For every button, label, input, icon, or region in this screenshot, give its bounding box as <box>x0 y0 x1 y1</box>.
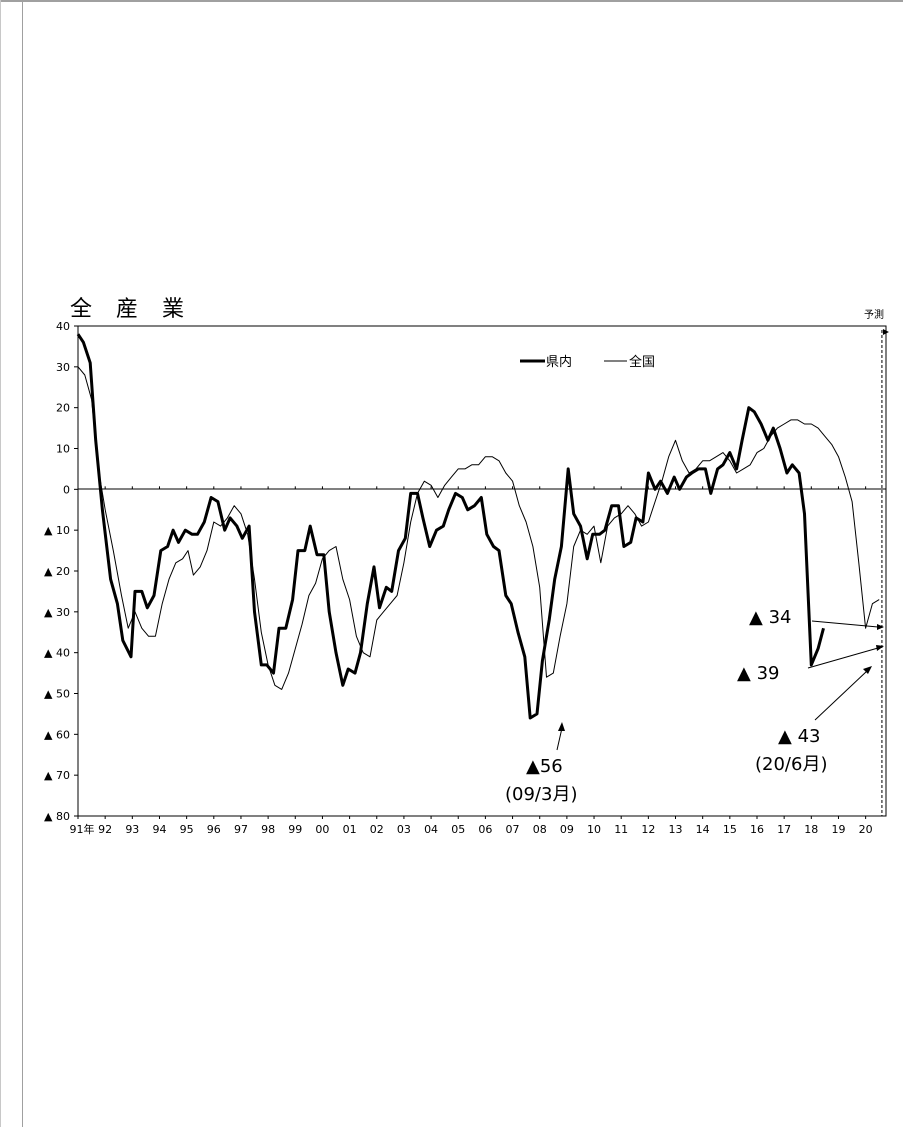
x-tick-label: 17 <box>777 823 791 836</box>
window-left-border <box>22 0 23 1127</box>
x-tick-label: 97 <box>234 823 248 836</box>
window-left-edge <box>0 0 1 1127</box>
annotation-09-low: ▲56 (09/3月) <box>505 722 577 805</box>
x-tick-label: 10 <box>587 823 601 836</box>
annotation-09-arrowhead-icon <box>558 722 565 731</box>
annotation-34-arrowhead-icon <box>877 624 884 630</box>
annotation-20-value: ▲ 43 <box>778 726 820 747</box>
x-tick-label: 04 <box>424 823 438 836</box>
x-tick-label: 18 <box>804 823 818 836</box>
x-tick-label: 94 <box>152 823 166 836</box>
annotation-20-arrowhead-icon <box>863 666 872 674</box>
x-tick-label: 99 <box>288 823 302 836</box>
y-tick-label: ▲ 40 <box>44 647 70 660</box>
y-tick-label: ▲ 70 <box>44 769 70 782</box>
plot-area <box>77 325 887 817</box>
annotation-39-arrowhead-icon <box>876 645 884 651</box>
x-tick-label: 02 <box>370 823 384 836</box>
x-tick-label: 98 <box>261 823 275 836</box>
y-tick-label: ▲ 30 <box>44 606 70 619</box>
x-tick-label: 91年 <box>70 822 95 836</box>
annotation-09-leader <box>556 727 563 751</box>
x-tick-label: 09 <box>560 823 574 836</box>
annotation-34: ▲ 34 <box>749 607 884 630</box>
x-tick-label: 20 <box>859 823 873 836</box>
x-tick-label: 19 <box>831 823 845 836</box>
y-tick-label: ▲ 50 <box>44 688 70 701</box>
annotation-20-date: (20/6月) <box>755 754 827 775</box>
chart-title: 全 産 業 <box>70 297 185 322</box>
x-tick-label: 92 <box>98 823 112 836</box>
x-tick-label: 96 <box>207 823 221 836</box>
annotation-34-leader <box>811 620 879 628</box>
x-tick-label: 07 <box>506 823 520 836</box>
x-tick-label: 03 <box>397 823 411 836</box>
y-tick-label: ▲ 80 <box>44 810 70 823</box>
y-tick-label: 0 <box>63 483 70 496</box>
y-tick-label: 30 <box>56 361 70 374</box>
annotation-20-low: ▲ 43 (20/6月) <box>755 666 872 775</box>
x-tick-label: 95 <box>180 823 194 836</box>
x-tick-label: 16 <box>750 823 764 836</box>
x-tick-label: 08 <box>533 823 547 836</box>
x-tick-label: 14 <box>696 823 710 836</box>
annotation-34-value: ▲ 34 <box>749 607 791 628</box>
annotation-09-value: ▲56 <box>526 756 563 777</box>
annotation-09-date: (09/3月) <box>505 784 577 805</box>
y-axis-ticks: 40 30 20 10 0 ▲ 10 ▲ 20 ▲ 30 ▲ 40 ▲ 50 ▲ 60 ▲ 70 ▲ 8… <box>44 320 78 823</box>
legend-label-kennai: 県内 <box>546 354 572 370</box>
x-axis-ticks: 91年 92 93 94 95 96 97 98 99 00 01 02 03 04 05 06 07 08 09 1… <box>70 486 873 836</box>
legend: 県内 全国 <box>520 354 655 370</box>
forecast-label: 予測 <box>864 308 884 321</box>
x-tick-label: 15 <box>723 823 737 836</box>
x-tick-label: 06 <box>478 823 492 836</box>
x-tick-label: 12 <box>641 823 655 836</box>
y-tick-label: 40 <box>56 320 70 333</box>
legend-label-zenkoku: 全国 <box>629 354 655 370</box>
x-tick-label: 01 <box>343 823 357 836</box>
x-tick-label: 05 <box>451 823 465 836</box>
x-tick-label: 93 <box>125 823 139 836</box>
series-group <box>76 333 880 720</box>
series-line-kennai <box>76 333 825 720</box>
x-tick-label: 13 <box>669 823 683 836</box>
y-tick-label: ▲ 10 <box>44 524 70 537</box>
x-tick-label: 00 <box>315 823 329 836</box>
y-tick-label: 10 <box>56 443 70 456</box>
y-tick-label: ▲ 20 <box>44 565 70 578</box>
annotation-39-leader <box>807 647 879 669</box>
y-tick-label: ▲ 60 <box>44 728 70 741</box>
window-top-border <box>0 0 903 2</box>
x-tick-label: 11 <box>614 823 628 836</box>
series-line-zenkoku <box>77 366 880 690</box>
forecast-arrow-icon <box>882 329 889 335</box>
y-tick-label: 20 <box>56 402 70 415</box>
annotation-20-leader <box>814 670 868 721</box>
annotation-39-value: ▲ 39 <box>737 663 779 684</box>
annotation-39: ▲ 39 <box>737 645 884 684</box>
